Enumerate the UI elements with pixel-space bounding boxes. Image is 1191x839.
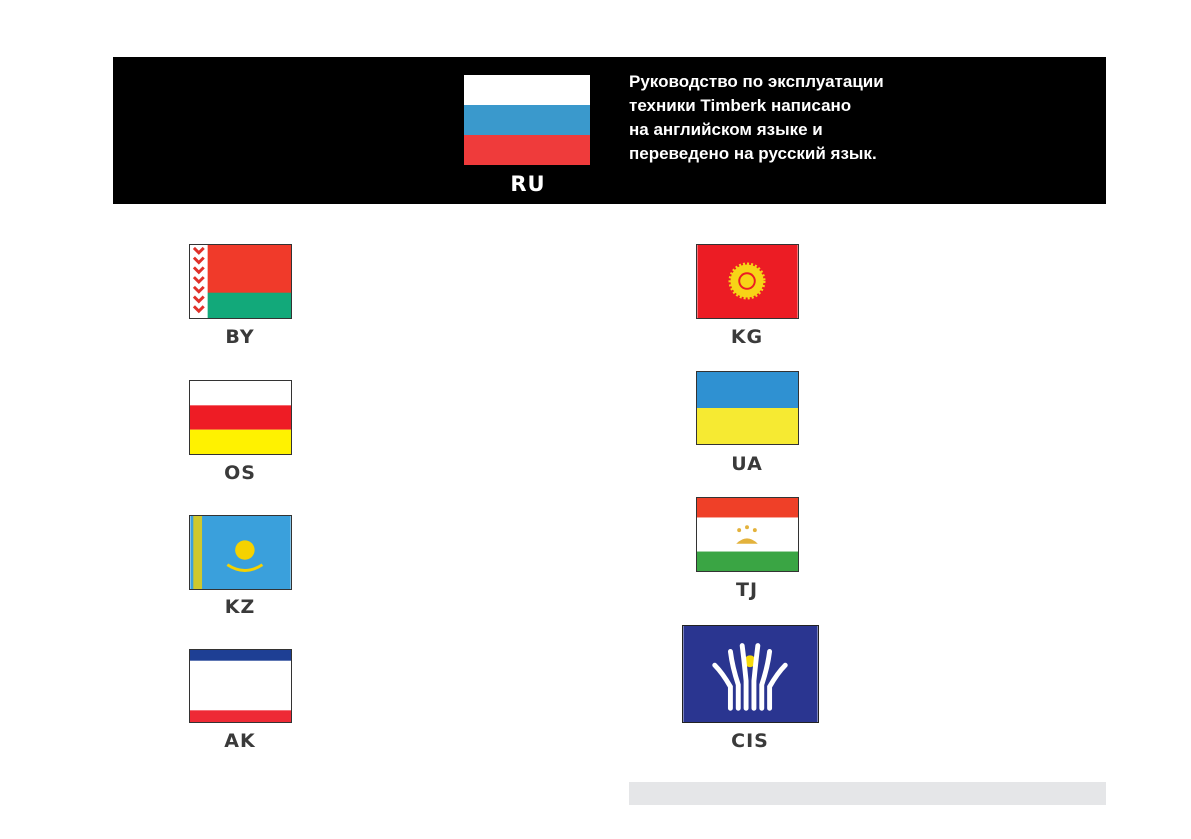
flag-crimea	[189, 649, 292, 723]
flag-kazakhstan	[189, 515, 292, 590]
label-kg: KG	[730, 326, 764, 348]
flag-tajikistan	[696, 497, 799, 572]
flag-cis	[682, 625, 819, 723]
header-banner	[113, 57, 1106, 204]
label-tj: TJ	[735, 579, 759, 601]
intro-text: Руководство по эксплуатации техники Timb…	[629, 72, 884, 163]
flag-russia	[464, 75, 590, 165]
label-ua: UA	[731, 453, 763, 475]
label-cis: CIS	[731, 730, 769, 752]
label-by: BY	[225, 326, 255, 348]
footer-bar	[629, 782, 1106, 805]
label-ak: AK	[224, 730, 256, 752]
flag-kyrgyzstan	[696, 244, 799, 319]
flag-south-ossetia	[189, 380, 292, 455]
label-kz: KZ	[224, 596, 256, 618]
label-os: OS	[224, 462, 256, 484]
label-ru: RU	[510, 172, 546, 196]
flag-ukraine	[696, 371, 799, 445]
flag-belarus	[189, 244, 292, 319]
